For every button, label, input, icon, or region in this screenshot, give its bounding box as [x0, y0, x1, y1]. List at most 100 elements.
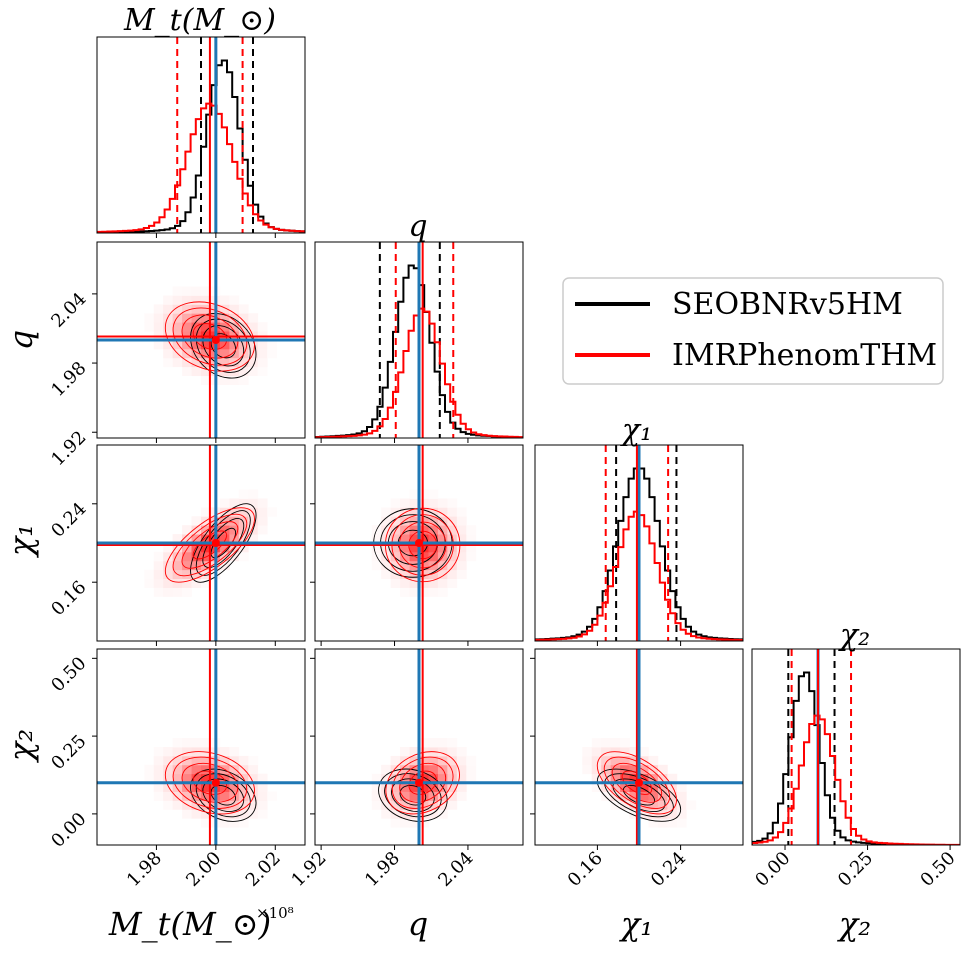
density-cell: [153, 560, 164, 571]
density-cell: [428, 489, 439, 499]
density-cell: [390, 782, 401, 792]
density-cell: [163, 560, 174, 571]
density-cell: [163, 551, 174, 562]
density-cell: [390, 534, 401, 544]
density-cell: [191, 295, 202, 305]
xlabel-mt: M_t(M_⊙): [108, 905, 271, 943]
density-cell: [648, 818, 659, 828]
density-cell: [409, 818, 420, 828]
density-cell: [219, 534, 230, 544]
contour-imr-3: [385, 751, 460, 815]
density-cell: [201, 366, 211, 377]
density-cell: [437, 791, 448, 801]
density-cell: [201, 800, 211, 810]
density-cell: [229, 747, 240, 757]
density-cell: [657, 791, 668, 801]
density-cell: [219, 357, 230, 368]
density-cell: [381, 809, 392, 819]
density-cell: [390, 569, 401, 580]
panel-content: [315, 649, 523, 845]
density-cell: [676, 782, 687, 792]
contour-seob-2: [604, 773, 674, 818]
ytick-label-q-2: 2.04: [47, 289, 90, 332]
density-cell: [267, 348, 278, 359]
density-cell: [601, 738, 612, 748]
density-cell: [419, 764, 429, 775]
xlabel-q: q: [408, 905, 428, 943]
density-cell: [153, 578, 164, 588]
title-q: q: [408, 209, 427, 244]
density-cell: [648, 755, 659, 766]
density-cell: [238, 357, 249, 368]
contour-seob-0: [210, 527, 236, 559]
density-cell: [381, 507, 392, 517]
density-cell: [191, 755, 202, 766]
density-cell: [248, 313, 259, 323]
density-cell: [191, 578, 202, 588]
density-cell: [229, 755, 240, 766]
contour-imr-1: [611, 762, 663, 803]
density-cell: [172, 791, 183, 801]
density-cell: [172, 313, 183, 323]
density-cell: [172, 755, 183, 766]
ytick-label-chi1-0: 0.16: [47, 577, 90, 620]
density-cell: [582, 755, 593, 766]
density-cell: [257, 791, 268, 801]
density-cell: [648, 773, 659, 784]
panel-frame: [96, 648, 306, 846]
density-cell: [582, 764, 593, 775]
density-cell: [400, 818, 410, 828]
contour-seob-3: [190, 503, 257, 583]
density-cell: [667, 791, 678, 801]
density-cell: [163, 295, 174, 305]
density-cell: [447, 782, 458, 792]
density-cell: [419, 578, 429, 588]
density-cell: [219, 543, 230, 553]
panel-frame: [751, 648, 961, 846]
xtick-label-chi2-0: 0.00: [751, 848, 794, 891]
density-cell: [390, 764, 401, 775]
density-cell: [447, 551, 458, 562]
density-cell: [400, 747, 410, 757]
panel-frame: [96, 36, 306, 234]
density-cell: [390, 755, 401, 766]
density-cell: [182, 809, 192, 819]
panel-content: [97, 649, 305, 845]
density-cell: [219, 313, 230, 323]
density-cell: [267, 791, 278, 801]
density-cell: [371, 791, 382, 801]
legend-label-seob: SEOBNRv5HM: [672, 287, 903, 322]
density-cell: [229, 800, 240, 810]
density-cell: [238, 304, 249, 314]
density-cell: [219, 375, 230, 385]
density-cell: [201, 578, 211, 588]
density-cell: [238, 551, 249, 562]
density-cell: [257, 516, 268, 526]
density-cell: [201, 348, 211, 359]
density-cell: [229, 782, 240, 792]
density-cell: [409, 587, 420, 597]
xtick-label-chi1-1: 0.24: [647, 848, 690, 891]
density-cell: [267, 340, 278, 350]
density-cell: [437, 534, 448, 544]
density-cell: [591, 747, 602, 757]
density-cell: [437, 569, 448, 580]
density-cell: [238, 375, 249, 385]
density-cell: [238, 313, 249, 323]
density-cell: [390, 498, 401, 508]
density-cell: [248, 340, 259, 350]
density-cell: [419, 525, 429, 535]
density-cell: [257, 348, 268, 359]
density-cell: [437, 738, 448, 748]
xtick-label-q-0: 1.92: [287, 848, 330, 891]
density-cell: [437, 747, 448, 757]
density-cell: [657, 764, 668, 775]
density-cell: [419, 543, 429, 553]
density-cell: [267, 507, 278, 517]
density-cell: [400, 773, 410, 784]
density-cell: [409, 560, 420, 571]
density-cell: [419, 560, 429, 571]
density-cell: [639, 782, 649, 792]
density-cell: [182, 773, 192, 784]
density-cell: [172, 747, 183, 757]
